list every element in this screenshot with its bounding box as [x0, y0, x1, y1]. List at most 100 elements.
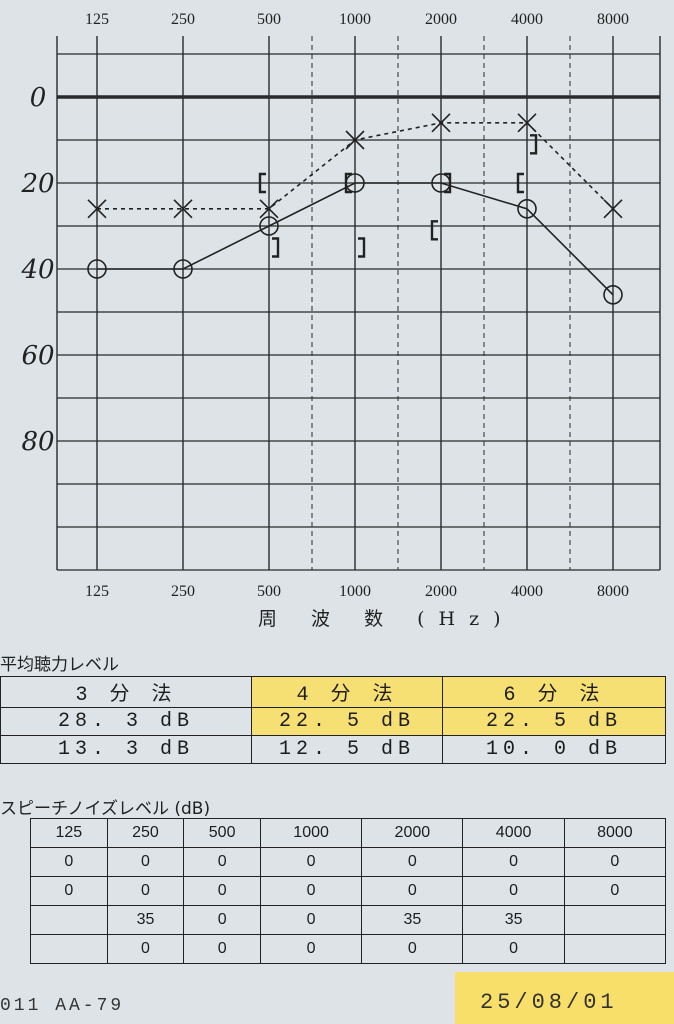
- series-line: [97, 182, 614, 296]
- levels-row: 28. 3 dB 22. 5 dB 22. 5 dB: [0, 707, 666, 736]
- bracket-left-marker: [344, 172, 352, 194]
- date-highlight: [455, 972, 674, 1024]
- series-bracket-left: [258, 172, 524, 241]
- noise-cell: [30, 905, 108, 935]
- noise-header-cell: 1000: [259, 818, 363, 848]
- top-tick-label: 250: [171, 11, 195, 28]
- bracket-left-marker: [430, 220, 438, 241]
- x-axis-title: 周 波 数 (Hz): [258, 608, 515, 630]
- series-bracket-right: [272, 134, 538, 258]
- y-tick-label: 40: [20, 255, 54, 285]
- noise-cell: 0: [30, 847, 108, 877]
- noise-cell: 0: [462, 934, 565, 964]
- noise-cell: 0: [563, 876, 667, 906]
- device-model: 011 AA-79: [0, 996, 125, 1016]
- cross-marker: [259, 199, 279, 219]
- top-tick-label: 2000: [425, 11, 457, 28]
- noise-cell: 35: [106, 905, 185, 935]
- noise-table: 125 250 500 1000 2000 4000 8000 0 0 0 0 …: [30, 818, 667, 964]
- cross-marker: [87, 199, 107, 219]
- noise-cell: 0: [106, 847, 185, 877]
- top-frequency-ticks: 125 250 500 1000 2000 4000 8000: [85, 11, 629, 28]
- noise-row: 0 0 0 0 0 0 0: [30, 847, 667, 877]
- top-tick-label: 8000: [597, 11, 629, 28]
- noise-header-cell: 250: [106, 818, 185, 848]
- levels-header-3: 3 分 法: [0, 676, 252, 708]
- bottom-tick-label: 8000: [597, 583, 629, 600]
- y-tick-label: 60: [21, 341, 54, 371]
- levels-table: 3 分 法 4 分 法 6 分 法 28. 3 dB 22. 5 dB 22. …: [0, 676, 666, 764]
- noise-header-row: 125 250 500 1000 2000 4000 8000: [30, 818, 667, 848]
- noise-cell: 0: [183, 847, 261, 877]
- noise-header-cell: 8000: [563, 818, 667, 848]
- noise-row: 0 0 0 0 0: [30, 934, 667, 964]
- circle-marker: [603, 284, 623, 305]
- levels-cell: 13. 3 dB: [0, 735, 252, 764]
- noise-cell: 0: [30, 876, 108, 906]
- circle-marker: [259, 216, 279, 236]
- noise-row: 0 0 0 0 0 0 0: [30, 876, 667, 906]
- noise-cell: 0: [361, 934, 464, 964]
- noise-cell: 0: [259, 876, 363, 906]
- noise-cell: 0: [183, 905, 261, 935]
- noise-cell: 35: [462, 905, 565, 935]
- bottom-tick-label: 125: [85, 583, 109, 600]
- bracket-right-marker: [272, 237, 280, 258]
- noise-cell: 0: [563, 847, 667, 877]
- levels-header-row: 3 分 法 4 分 法 6 分 法: [0, 676, 666, 708]
- chart-grid: [56, 36, 661, 571]
- series-layer: [87, 113, 623, 305]
- noise-cell: 0: [259, 905, 363, 935]
- levels-cell: 22. 5 dB: [442, 707, 666, 736]
- bracket-right-marker: [530, 134, 538, 155]
- bottom-frequency-ticks: 125 250 500 1000 2000 4000 8000: [85, 583, 629, 600]
- bracket-left-marker: [516, 172, 524, 194]
- cross-marker: [431, 113, 451, 133]
- noise-cell: 0: [259, 934, 363, 964]
- noise-header-cell: 125: [30, 818, 108, 848]
- noise-cell: 0: [361, 847, 464, 877]
- levels-header-6: 6 分 法: [442, 676, 666, 708]
- circle-marker: [87, 259, 107, 279]
- noise-cell: 0: [183, 876, 261, 906]
- noise-title: スピーチノイズレベル (dB): [0, 799, 211, 819]
- test-date: 25/08/01: [480, 990, 618, 1015]
- circle-marker: [173, 259, 193, 279]
- noise-cell: [563, 934, 667, 964]
- top-tick-label: 500: [257, 11, 281, 28]
- levels-cell: 10. 0 dB: [442, 735, 666, 764]
- noise-row: 35 0 0 35 35: [30, 905, 667, 935]
- bottom-tick-label: 4000: [511, 583, 543, 600]
- cross-marker: [345, 130, 365, 150]
- cross-marker: [603, 199, 623, 219]
- bracket-left-marker: [258, 172, 266, 194]
- noise-cell: 35: [361, 905, 464, 935]
- noise-cell: 0: [462, 876, 565, 906]
- noise-header-cell: 4000: [462, 818, 565, 848]
- levels-cell: 12. 5 dB: [251, 735, 443, 764]
- top-tick-label: 4000: [511, 11, 543, 28]
- bracket-right-marker: [444, 172, 452, 194]
- y-tick-label: 0: [30, 83, 47, 113]
- noise-cell: 0: [106, 934, 185, 964]
- bottom-tick-label: 2000: [425, 583, 457, 600]
- noise-cell: 0: [259, 847, 363, 877]
- top-tick-label: 125: [85, 11, 109, 28]
- levels-cell: 22. 5 dB: [251, 707, 443, 736]
- noise-cell: 0: [106, 876, 185, 906]
- noise-cell: [563, 905, 667, 935]
- bottom-tick-label: 250: [171, 583, 195, 600]
- bottom-tick-label: 500: [257, 583, 281, 600]
- cross-marker: [173, 199, 193, 219]
- noise-cell: [30, 934, 108, 964]
- noise-cell: 0: [361, 876, 464, 906]
- levels-cell: 28. 3 dB: [0, 707, 252, 736]
- bracket-right-marker: [358, 237, 366, 258]
- levels-header-4: 4 分 法: [251, 676, 443, 708]
- circle-marker: [517, 199, 537, 219]
- audiogram-chart: 125 250 500 1000 2000 4000 8000 125 250 500 1000 2…: [20, 11, 661, 600]
- noise-cell: 0: [462, 847, 565, 877]
- cross-marker: [517, 113, 537, 133]
- y-tick-label: 80: [21, 427, 54, 457]
- y-tick-label: 20: [20, 169, 54, 199]
